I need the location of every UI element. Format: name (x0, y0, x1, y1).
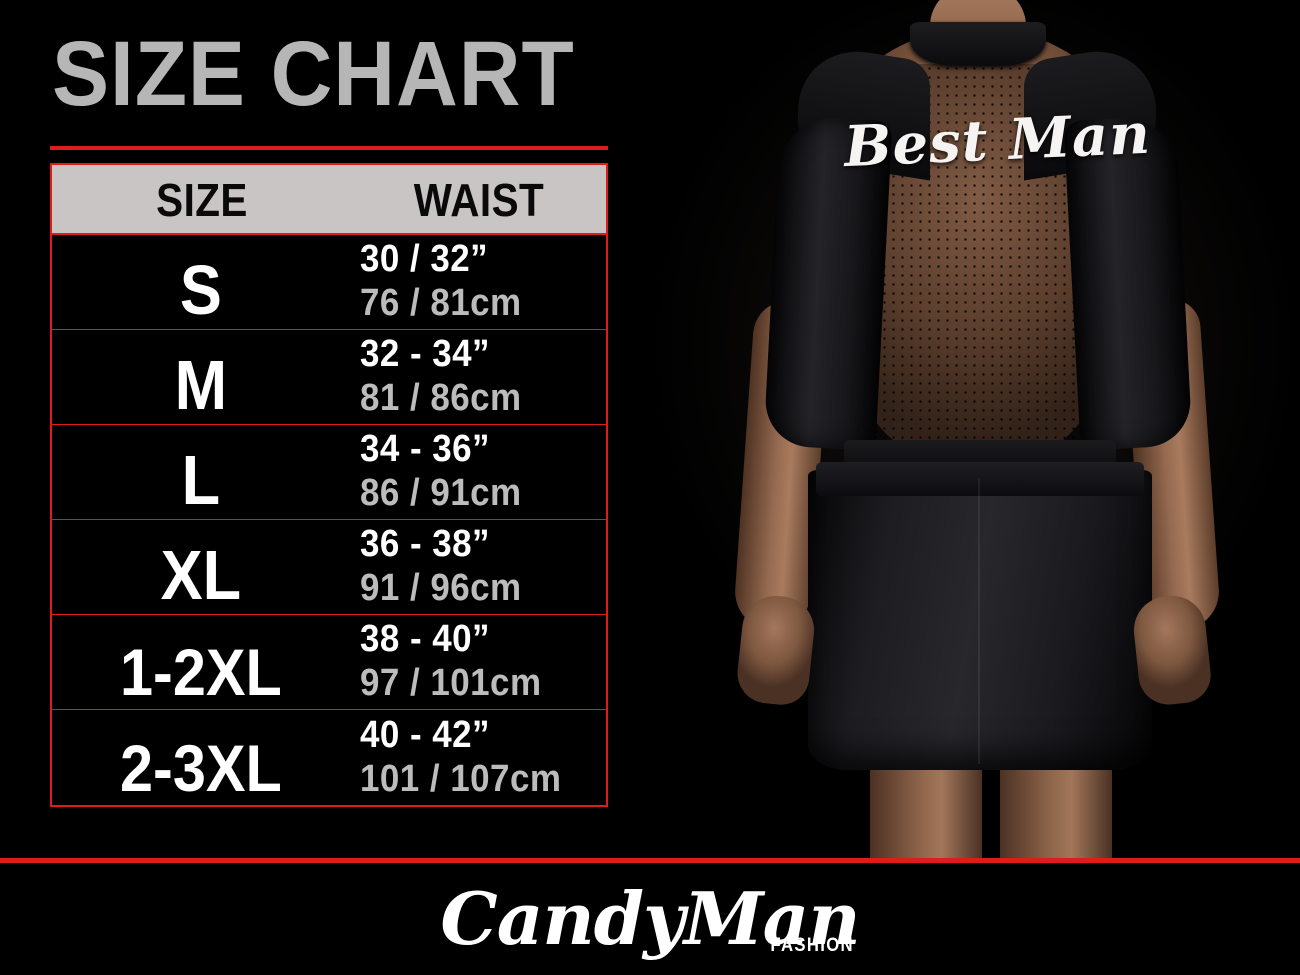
table-header-row: SIZE WAIST (52, 165, 606, 235)
table-row: M 32 - 34” 81 / 86cm (52, 330, 606, 425)
cell-waist: 30 / 32” 76 / 81cm (350, 237, 606, 329)
brand-logo-inner: CandyMan FASHION (440, 876, 860, 961)
waist-inches: 32 - 34” (359, 333, 490, 375)
cell-size: L (181, 441, 221, 520)
footer-divider (0, 858, 1300, 863)
footer: CandyMan FASHION (0, 863, 1300, 975)
column-header-waist: WAIST (413, 174, 545, 226)
cell-size: S (179, 251, 222, 330)
product-photo: Best Man (648, 0, 1300, 861)
best-man-graphic: Best Man (842, 100, 1153, 181)
cell-waist: 36 - 38” 91 / 96cm (350, 522, 606, 614)
table-row: S 30 / 32” 76 / 81cm (52, 235, 606, 330)
page-title: SIZE CHART (52, 23, 575, 125)
model-hand-left (734, 592, 818, 708)
title-divider (50, 146, 608, 150)
waist-inches: 40 - 42” (359, 714, 490, 756)
column-header-size: SIZE (156, 174, 248, 226)
brand-name: CandyMan (440, 876, 860, 961)
waist-inches: 34 - 36” (359, 428, 490, 470)
waist-inches: 36 - 38” (359, 523, 490, 565)
cell-waist: 32 - 34” 81 / 86cm (350, 332, 606, 424)
waist-centimeters: 91 / 96cm (359, 567, 522, 609)
cell-size: 2-3XL (120, 731, 282, 806)
cell-waist: 34 - 36” 86 / 91cm (350, 427, 606, 519)
waist-centimeters: 81 / 86cm (359, 377, 522, 419)
waist-inches: 38 - 40” (359, 618, 490, 660)
skirt-waistband (816, 462, 1144, 496)
cell-waist: 40 - 42” 101 / 107cm (350, 713, 606, 805)
brand-tagline: FASHION (770, 935, 854, 956)
skirt-center-seam (978, 478, 980, 764)
table-row: XL 36 - 38” 91 / 96cm (52, 520, 606, 615)
cell-size: XL (160, 536, 242, 615)
product-skirt (808, 470, 1152, 770)
table-row: 2-3XL 40 - 42” 101 / 107cm (52, 710, 606, 805)
size-table: SIZE WAIST S 30 / 32” 76 / 81cm M 32 - 3… (50, 163, 608, 807)
size-chart-panel: SIZE CHART SIZE WAIST S 30 / 32” 76 / 81… (0, 0, 648, 861)
waist-centimeters: 97 / 101cm (359, 662, 542, 704)
cell-waist: 38 - 40” 97 / 101cm (350, 617, 606, 709)
waist-centimeters: 76 / 81cm (359, 282, 522, 324)
cell-size: M (174, 346, 228, 425)
waist-centimeters: 86 / 91cm (359, 472, 522, 514)
shirt-collar (910, 22, 1046, 66)
waist-centimeters: 101 / 107cm (359, 758, 562, 800)
table-row: 1-2XL 38 - 40” 97 / 101cm (52, 615, 606, 710)
table-row: L 34 - 36” 86 / 91cm (52, 425, 606, 520)
brand-logo: CandyMan FASHION (0, 863, 1300, 975)
cell-size: 1-2XL (120, 635, 282, 710)
photo-stage: Best Man (648, 0, 1300, 861)
waist-inches: 30 / 32” (359, 238, 488, 280)
